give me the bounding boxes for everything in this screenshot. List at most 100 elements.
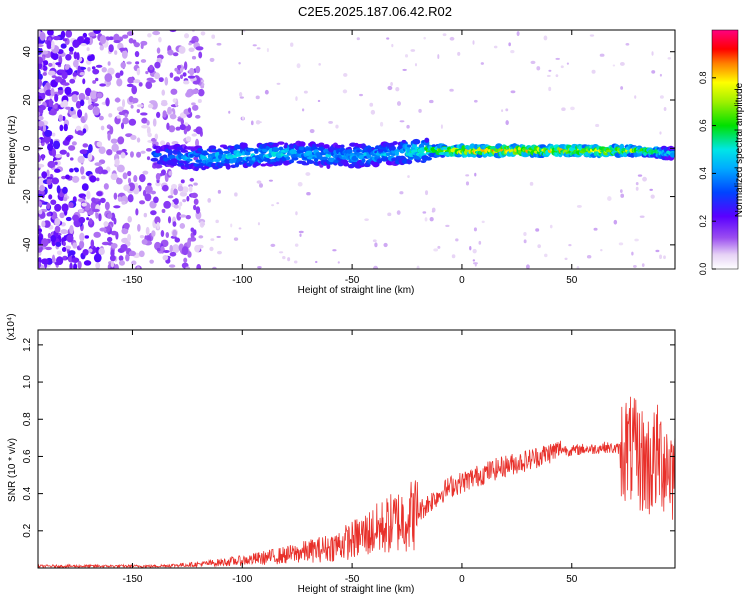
heatmap-cell [191,133,197,137]
heatmap-cell [423,36,426,40]
heatmap-cell [595,123,600,128]
heatmap-cell [276,82,281,85]
heatmap-cell [667,57,672,60]
heatmap-cell [95,64,103,68]
heatmap-cell [184,33,190,39]
heatmap-cell [156,247,161,252]
heatmap-cell [169,30,177,33]
heatmap-cell [38,142,41,147]
heatmap-cell [372,239,377,243]
heatmap-cell [387,85,393,91]
heatmap-cell [78,208,84,213]
heatmap-cell [455,238,459,242]
heatmap-cell [43,60,49,66]
heatmap-cell [38,73,43,81]
heatmap-cell [457,51,461,56]
heatmap-cell [56,250,63,256]
heatmap-cell [195,138,200,148]
heatmap-cell [189,153,194,158]
heatmap-cell [76,130,83,136]
heatmap-cell [168,125,176,133]
heatmap-cell [86,190,91,200]
y-tick-label: 40 [22,46,33,58]
heatmap-cell [66,234,74,243]
heatmap-cell [62,99,69,107]
heatmap-cell [38,36,41,44]
heatmap-cell [77,198,85,202]
heatmap-cell [66,152,70,158]
heatmap-cell [127,76,134,84]
heatmap-cell [70,106,74,112]
heatmap-cell [200,155,208,160]
heatmap-cell [175,126,181,131]
heatmap-cell [65,53,72,61]
heatmap-cell [71,114,79,119]
heatmap-cell [62,139,70,146]
heatmap-cell [424,142,430,146]
heatmap-cell [136,137,141,143]
heatmap-cell [77,155,85,164]
heatmap-cell [505,120,509,126]
heatmap-cell [92,208,100,213]
heatmap-cell [185,214,191,220]
heatmap-cell [170,187,174,196]
heatmap-cell [109,125,114,135]
heatmap-cell [296,63,301,69]
heatmap-cell [544,253,548,258]
heatmap-cell [305,172,311,176]
heatmap-cell [195,114,201,119]
heatmap-cell [201,222,206,226]
heatmap-cell [69,225,74,234]
colorbar-tick-label: 0.0 [698,263,708,276]
heatmap-cell [113,205,121,209]
heatmap-cell [188,47,195,52]
heatmap-cell [619,189,623,193]
heatmap-cell [138,82,143,87]
heatmap-cell [130,104,134,109]
heatmap-cell [51,52,59,61]
heatmap-cell [424,190,429,196]
heatmap-cell [38,209,43,215]
heatmap-cell [46,169,50,177]
heatmap-cell [366,153,372,159]
heatmap-cell [61,246,67,253]
snr-y-multiplier: (x10⁴) [6,313,17,340]
heatmap-cell [86,47,90,52]
spectrogram-panel: -150 -100 -50 0 50 -40 -20 0 20 40 Height of str… [7,29,676,296]
heatmap-cell [117,196,122,202]
heatmap-cell [38,78,43,88]
heatmap-cell [472,40,475,45]
heatmap-cell [189,177,195,182]
heatmap-cell [118,111,125,116]
heatmap-cell [137,223,141,232]
heatmap-cell [90,239,95,249]
heatmap-cell [168,154,176,160]
heatmap-cell [72,39,80,48]
heatmap-cell [127,170,132,177]
heatmap-cell [641,263,645,267]
heatmap-cell [172,229,178,237]
heatmap-cell [140,112,148,116]
heatmap-cell [95,262,101,269]
heatmap-cell [412,138,421,145]
heatmap-cell [82,78,86,85]
heatmap-cell [633,264,637,268]
heatmap-cell [163,249,170,253]
heatmap-cell [564,257,568,261]
heatmap-cell [222,150,231,155]
heatmap-cell [173,204,180,209]
heatmap-cell [177,185,184,192]
heatmap-cell [121,99,126,108]
heatmap-cell [38,120,45,127]
heatmap-cell [72,72,78,77]
heatmap-cell [154,216,161,225]
heatmap-cell [38,163,45,168]
heatmap-cell [335,124,339,129]
heatmap-cell [525,264,530,269]
heatmap-cell [79,71,85,76]
heatmap-cell [277,141,285,145]
heatmap-cell [157,165,163,169]
heatmap-cell [47,232,52,239]
heatmap-cell [107,61,111,66]
heatmap-cell [73,263,78,269]
